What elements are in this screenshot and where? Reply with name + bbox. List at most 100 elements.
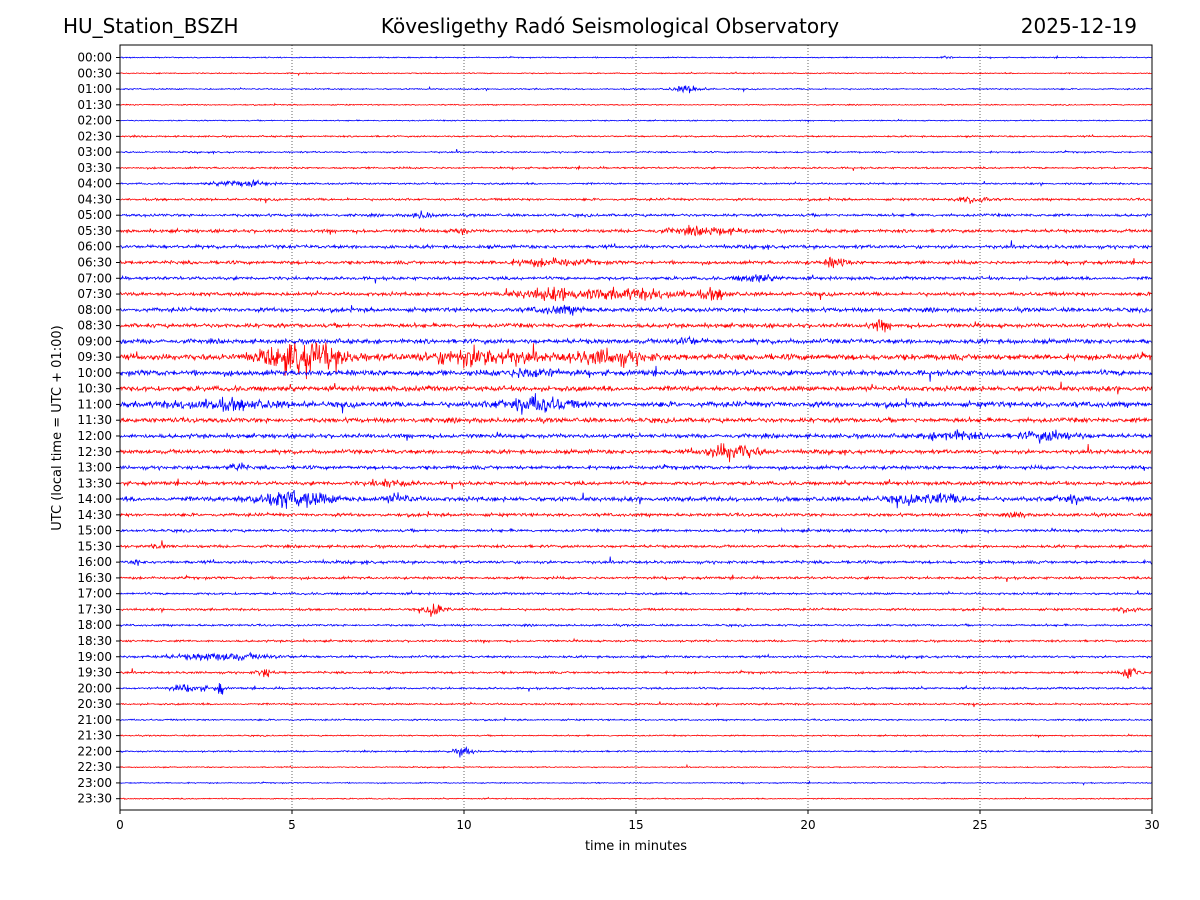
trace-row-1130 bbox=[119, 415, 1153, 425]
y-tick-label: 08:30 bbox=[77, 319, 112, 333]
y-tick-label: 03:00 bbox=[77, 145, 112, 159]
y-tick-label: 02:30 bbox=[77, 129, 112, 143]
y-tick-label: 11:00 bbox=[77, 397, 112, 411]
y-tick-label: 07:30 bbox=[77, 287, 112, 301]
y-tick-label: 20:00 bbox=[77, 681, 112, 695]
x-tick-label: 30 bbox=[1144, 818, 1159, 832]
y-tick-label: 14:00 bbox=[77, 492, 112, 506]
y-tick-label: 12:00 bbox=[77, 429, 112, 443]
trace-row-2330 bbox=[119, 796, 1153, 800]
y-tick-label: 07:00 bbox=[77, 271, 112, 285]
trace-row-0900 bbox=[119, 335, 1153, 346]
y-tick-label: 23:30 bbox=[77, 792, 112, 806]
y-tick-label: 23:00 bbox=[77, 776, 112, 790]
x-tick-label: 25 bbox=[972, 818, 987, 832]
trace-row-1300 bbox=[119, 462, 1153, 472]
y-tick-label: 01:00 bbox=[77, 82, 112, 96]
trace-row-0430 bbox=[119, 196, 1153, 204]
x-axis-ticks: 0 5 10 15 20 25 30 bbox=[116, 810, 1160, 832]
y-tick-label: 09:30 bbox=[77, 350, 112, 364]
trace-row-0530 bbox=[119, 224, 1153, 237]
y-tick-label: 14:30 bbox=[77, 508, 112, 522]
x-tick-label: 10 bbox=[456, 818, 471, 832]
trace-row-0400 bbox=[119, 178, 1153, 188]
trace-row-1230 bbox=[119, 443, 1153, 463]
trace-row-1630 bbox=[119, 574, 1153, 583]
trace-row-1500 bbox=[119, 527, 1153, 535]
y-tick-label: 17:30 bbox=[77, 602, 112, 616]
trace-row-0030 bbox=[119, 71, 1153, 77]
trace-row-0130 bbox=[119, 102, 1153, 107]
trace-row-2300 bbox=[119, 780, 1153, 786]
x-tick-label: 20 bbox=[800, 818, 815, 832]
trace-row-0630 bbox=[119, 256, 1153, 269]
y-tick-label: 21:30 bbox=[77, 729, 112, 743]
trace-row-0000 bbox=[119, 54, 1153, 60]
y-tick-label: 20:30 bbox=[77, 697, 112, 711]
observatory-title: Kövesligethy Radó Seismological Observat… bbox=[380, 14, 840, 38]
trace-row-1030 bbox=[119, 381, 1153, 395]
y-tick-label: 13:00 bbox=[77, 461, 112, 475]
trace-row-1600 bbox=[119, 556, 1153, 566]
y-tick-label: 04:00 bbox=[77, 177, 112, 191]
y-tick-label: 11:30 bbox=[77, 413, 112, 427]
trace-row-0230 bbox=[119, 133, 1153, 139]
trace-row-1200 bbox=[119, 429, 1153, 444]
trace-row-0830 bbox=[119, 319, 1153, 333]
trace-row-1530 bbox=[119, 540, 1153, 550]
trace-row-0500 bbox=[119, 210, 1153, 220]
y-tick-label: 22:30 bbox=[77, 760, 112, 774]
y-tick-label: 06:30 bbox=[77, 256, 112, 270]
trace-row-0700 bbox=[119, 274, 1153, 284]
trace-row-1100 bbox=[119, 393, 1153, 415]
y-tick-label: 05:00 bbox=[77, 208, 112, 222]
trace-row-0330 bbox=[119, 165, 1153, 171]
y-tick-label: 10:30 bbox=[77, 382, 112, 396]
y-tick-label: 12:30 bbox=[77, 445, 112, 459]
y-tick-label: 00:00 bbox=[77, 51, 112, 65]
y-axis-label: UTC (local time = UTC + 01:00) bbox=[50, 325, 65, 530]
trace-row-2200 bbox=[119, 746, 1153, 758]
y-tick-label: 15:00 bbox=[77, 524, 112, 538]
trace-row-0930 bbox=[119, 341, 1153, 380]
y-tick-label: 19:00 bbox=[77, 650, 112, 664]
trace-row-2230 bbox=[119, 763, 1153, 770]
y-tick-label: 06:00 bbox=[77, 240, 112, 254]
x-tick-label: 5 bbox=[288, 818, 296, 832]
trace-row-0800 bbox=[119, 304, 1153, 316]
y-tick-label: 13:30 bbox=[77, 476, 112, 490]
grid-lines bbox=[291, 45, 981, 810]
y-tick-label: 18:30 bbox=[77, 634, 112, 648]
trace-row-2130 bbox=[119, 733, 1153, 739]
y-tick-label: 17:00 bbox=[77, 587, 112, 601]
trace-row-1830 bbox=[119, 637, 1153, 644]
trace-row-2100 bbox=[119, 716, 1153, 722]
y-tick-label: 21:00 bbox=[77, 713, 112, 727]
y-tick-label: 18:00 bbox=[77, 618, 112, 632]
x-axis-label: time in minutes bbox=[585, 839, 687, 854]
trace-row-0730 bbox=[119, 286, 1153, 302]
y-tick-label: 22:00 bbox=[77, 744, 112, 758]
y-tick-label: 05:30 bbox=[77, 224, 112, 238]
date-label: 2025-12-19 bbox=[1020, 14, 1137, 38]
y-tick-label: 08:00 bbox=[77, 303, 112, 317]
y-tick-label: 01:30 bbox=[77, 98, 112, 112]
y-tick-label: 04:30 bbox=[77, 192, 112, 206]
trace-row-1900 bbox=[119, 651, 1153, 662]
seismic-traces bbox=[119, 54, 1153, 800]
x-tick-label: 0 bbox=[116, 818, 124, 832]
trace-row-1800 bbox=[119, 623, 1153, 628]
trace-row-1700 bbox=[119, 589, 1153, 596]
trace-row-1000 bbox=[119, 365, 1153, 382]
y-tick-label: 15:30 bbox=[77, 539, 112, 553]
trace-row-2030 bbox=[119, 701, 1153, 708]
y-tick-label: 16:30 bbox=[77, 571, 112, 585]
trace-row-0600 bbox=[119, 240, 1153, 251]
station-name: HU_Station_BSZH bbox=[63, 14, 239, 38]
trace-row-1430 bbox=[119, 511, 1153, 519]
y-tick-label: 09:00 bbox=[77, 334, 112, 348]
y-tick-label: 16:00 bbox=[77, 555, 112, 569]
trace-row-1730 bbox=[119, 603, 1153, 617]
